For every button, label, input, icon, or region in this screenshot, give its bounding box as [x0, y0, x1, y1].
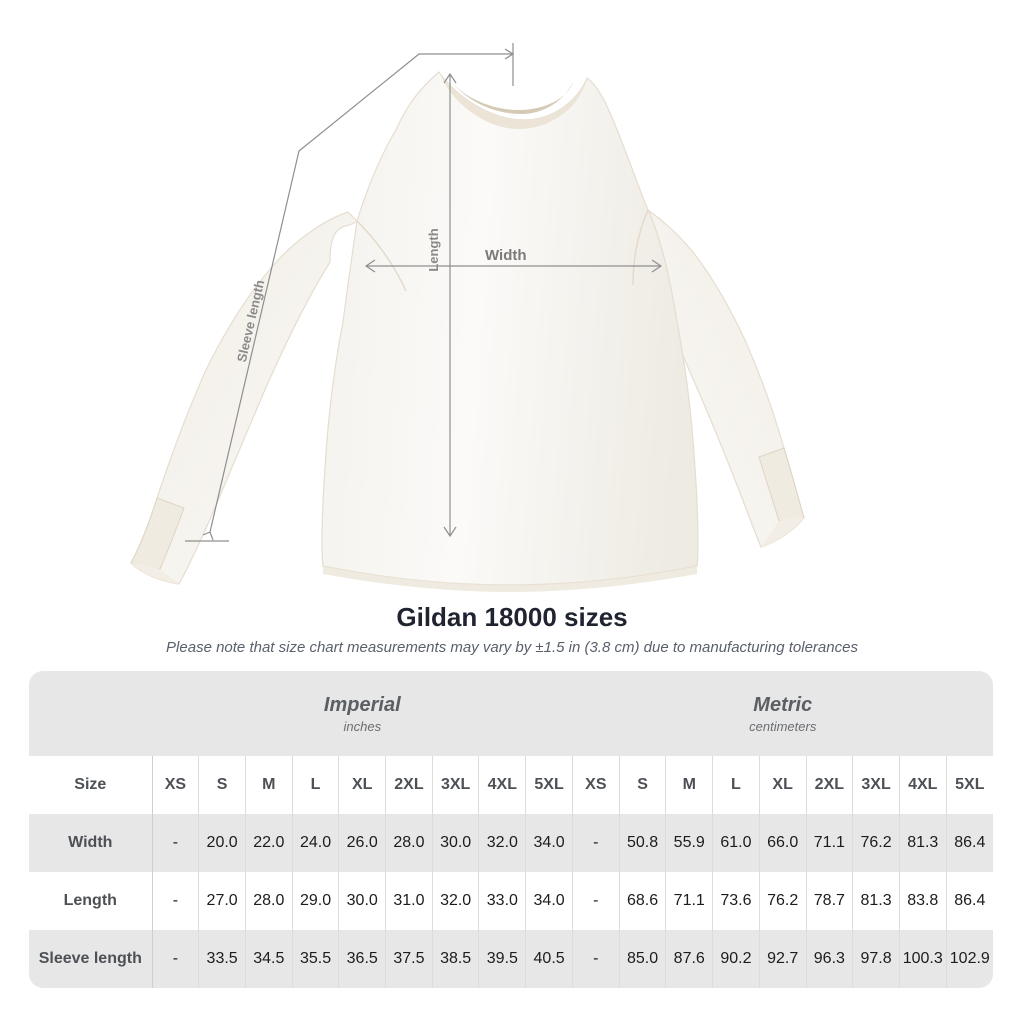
svg-text:Length: Length [426, 228, 441, 271]
svg-text:Width: Width [485, 247, 527, 264]
